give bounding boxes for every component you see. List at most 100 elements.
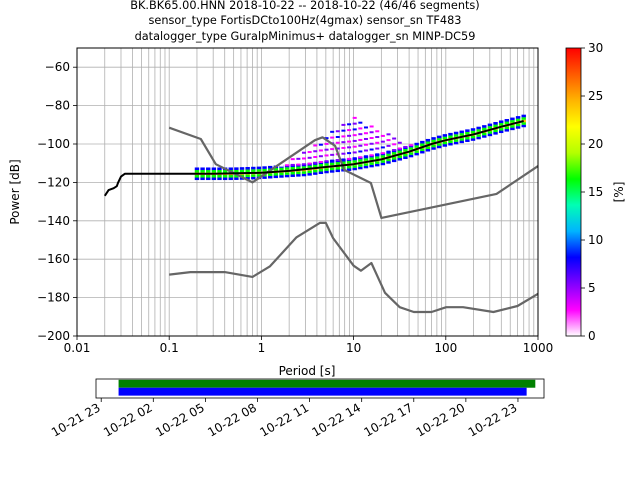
density-cell bbox=[375, 136, 380, 139]
density-cell bbox=[363, 158, 369, 161]
density-cell bbox=[307, 156, 312, 159]
colorbar-tick-label: 20 bbox=[588, 137, 603, 151]
density-cell bbox=[279, 175, 284, 178]
density-cell bbox=[324, 168, 329, 171]
density-cell bbox=[391, 152, 397, 155]
density-cell bbox=[437, 138, 442, 141]
density-cell bbox=[493, 132, 498, 135]
density-cell bbox=[313, 172, 318, 175]
density-cell bbox=[267, 175, 273, 179]
density-cell bbox=[358, 121, 363, 124]
density-cell bbox=[425, 146, 431, 150]
density-cell bbox=[256, 169, 262, 172]
density-cell bbox=[442, 144, 448, 147]
density-cell bbox=[211, 174, 217, 178]
density-cell bbox=[453, 131, 459, 135]
density-cell bbox=[459, 138, 464, 141]
density-cell bbox=[465, 139, 470, 142]
density-cell bbox=[318, 155, 323, 158]
density-cell bbox=[459, 130, 464, 134]
y-axis-label: Power [dB] bbox=[8, 159, 22, 224]
timeline-tick-label: 10-22 20 bbox=[414, 400, 468, 439]
timeline-tick-label: 10-22 05 bbox=[153, 400, 207, 439]
density-cell bbox=[397, 150, 402, 154]
density-cell bbox=[369, 164, 374, 168]
density-cell bbox=[487, 123, 493, 127]
density-cell bbox=[335, 166, 341, 170]
density-cell bbox=[228, 167, 233, 171]
density-cell bbox=[515, 123, 521, 127]
density-cell bbox=[307, 173, 312, 176]
density-cell bbox=[487, 126, 493, 129]
density-cell bbox=[251, 169, 256, 172]
low-noise-model-line bbox=[169, 221, 539, 314]
density-cell bbox=[206, 167, 211, 171]
density-cell bbox=[380, 160, 386, 163]
density-cell bbox=[414, 152, 419, 156]
density-cell bbox=[330, 159, 335, 162]
density-cell bbox=[465, 136, 470, 140]
density-cell bbox=[470, 130, 476, 134]
density-cell bbox=[358, 164, 363, 167]
density-cell bbox=[239, 177, 245, 180]
density-cell bbox=[313, 164, 318, 168]
density-cell bbox=[380, 140, 385, 143]
density-cell bbox=[324, 160, 329, 163]
density-cell bbox=[363, 126, 368, 129]
density-cell bbox=[470, 135, 476, 139]
density-cell bbox=[369, 131, 374, 134]
density-cell bbox=[498, 130, 504, 134]
density-cell bbox=[493, 124, 498, 128]
density-cell bbox=[217, 177, 222, 181]
density-cell bbox=[515, 118, 521, 122]
density-cell bbox=[352, 165, 357, 168]
density-cell bbox=[420, 143, 425, 146]
density-cell bbox=[375, 153, 380, 156]
density-cell bbox=[459, 140, 464, 144]
density-cell bbox=[284, 167, 290, 170]
density-cell bbox=[330, 148, 335, 151]
density-cell bbox=[206, 177, 211, 181]
density-cell bbox=[273, 168, 279, 171]
density-cell bbox=[234, 174, 239, 178]
density-cell bbox=[358, 127, 363, 130]
density-cell bbox=[369, 154, 374, 157]
density-cell bbox=[375, 161, 380, 164]
density-cell bbox=[324, 154, 329, 157]
density-cell bbox=[256, 166, 262, 170]
density-cell bbox=[442, 136, 448, 140]
title-line-3: datalogger_type GuralpMinimus+ datalogge… bbox=[135, 30, 476, 43]
density-cell bbox=[239, 174, 245, 178]
density-cell bbox=[267, 173, 273, 176]
density-cell bbox=[194, 174, 200, 178]
density-cell bbox=[301, 157, 306, 160]
density-cell bbox=[234, 177, 239, 180]
density-cell bbox=[222, 169, 228, 173]
density-cell bbox=[386, 144, 391, 147]
density-cell bbox=[341, 161, 346, 165]
density-cell bbox=[487, 131, 493, 134]
y-tick-label: −100 bbox=[37, 137, 70, 151]
density-cell bbox=[448, 135, 453, 138]
density-cell bbox=[251, 176, 256, 180]
density-cell bbox=[431, 139, 436, 143]
density-cell bbox=[470, 138, 476, 141]
density-cell bbox=[341, 158, 346, 161]
density-cell bbox=[273, 172, 279, 176]
density-cell bbox=[222, 174, 228, 178]
x-tick-label: 1000 bbox=[523, 341, 554, 355]
density-cell bbox=[341, 146, 346, 149]
colorbar-label: [%] bbox=[612, 182, 626, 203]
density-cell bbox=[228, 174, 233, 178]
density-cell bbox=[318, 143, 323, 146]
density-cell bbox=[408, 147, 414, 150]
density-cell bbox=[301, 173, 307, 177]
colorbar-tick-label: 10 bbox=[588, 233, 603, 247]
density-cell bbox=[335, 147, 340, 150]
density-cell bbox=[397, 155, 402, 159]
density-cell bbox=[375, 156, 380, 159]
density-cell bbox=[363, 149, 368, 152]
density-cell bbox=[335, 162, 341, 165]
density-cell bbox=[347, 140, 352, 143]
density-cell bbox=[363, 163, 369, 166]
